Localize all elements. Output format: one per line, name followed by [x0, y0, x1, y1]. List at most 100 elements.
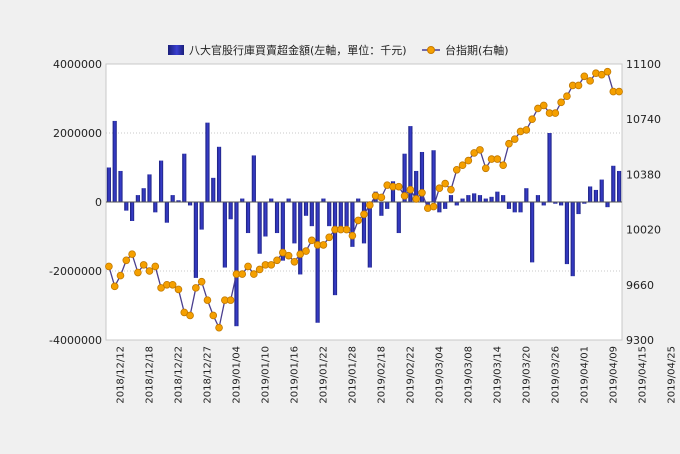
line-point	[116, 271, 125, 280]
line-point	[203, 296, 212, 304]
line-point	[273, 256, 281, 265]
line-point	[209, 311, 218, 320]
right-tick-label: 10740	[626, 113, 661, 126]
line-point	[522, 126, 531, 134]
line-point	[476, 146, 484, 154]
bar	[170, 195, 175, 202]
line-point	[400, 192, 409, 200]
bar	[158, 160, 164, 202]
line-point	[505, 139, 513, 148]
x-tick-label: 2019/03/26	[550, 346, 561, 404]
line-point	[105, 262, 113, 271]
line-point	[470, 149, 478, 157]
bar	[274, 202, 280, 234]
line-point	[447, 185, 455, 194]
x-tick-label: 2019/03/14	[492, 346, 503, 404]
bar	[559, 202, 564, 206]
bar	[501, 195, 506, 202]
x-tick-label: 2019/01/04	[231, 346, 242, 404]
line-point	[244, 262, 252, 271]
bar	[460, 198, 465, 202]
bar	[263, 202, 268, 237]
bar	[344, 202, 349, 227]
line-point	[493, 155, 502, 163]
bar	[367, 202, 372, 268]
line-point	[279, 248, 287, 257]
x-tick-label: 2019/04/09	[608, 346, 619, 404]
bar	[286, 198, 291, 202]
bar	[164, 202, 169, 223]
bar	[187, 202, 193, 206]
legend-bar-swatch	[168, 45, 184, 55]
bar	[112, 120, 117, 202]
line-point	[464, 156, 473, 165]
bar	[553, 202, 558, 204]
line-point	[539, 101, 548, 110]
bar	[541, 202, 546, 206]
bar	[564, 202, 570, 265]
bar	[599, 179, 604, 202]
bar	[437, 202, 442, 213]
bar	[147, 174, 152, 202]
line-point	[174, 285, 183, 294]
x-tick-label: 2019/04/01	[579, 346, 590, 404]
x-tick-label: 2019/02/22	[405, 346, 416, 404]
line-point	[215, 323, 223, 332]
line-point	[510, 135, 519, 143]
bar	[588, 186, 593, 202]
line-point	[139, 261, 148, 269]
line-point	[452, 166, 461, 174]
bar-series	[106, 120, 622, 327]
x-tick-label: 2018/12/27	[202, 346, 213, 404]
bar	[176, 200, 181, 202]
line-point	[406, 185, 415, 194]
bar	[298, 202, 303, 275]
bar	[338, 202, 343, 230]
bar	[356, 198, 361, 202]
bar	[361, 202, 367, 244]
bar	[245, 202, 251, 234]
x-tick-label: 2018/12/18	[144, 346, 155, 404]
x-tick-label: 2019/02/18	[376, 346, 387, 404]
line-point	[441, 179, 449, 188]
line-point	[534, 104, 542, 113]
line-point	[574, 81, 583, 90]
right-tick-label: 11100	[626, 58, 661, 71]
x-tick-label: 2018/12/22	[173, 346, 184, 404]
bar	[483, 198, 488, 202]
bar	[193, 202, 198, 278]
bar	[309, 202, 314, 227]
line-point	[192, 284, 200, 292]
line-point	[145, 267, 154, 275]
line-point	[267, 261, 276, 269]
bar	[222, 202, 227, 268]
line-point	[394, 182, 403, 191]
line-point	[197, 277, 206, 286]
right-tick-label: 10380	[626, 168, 661, 181]
line-point	[134, 268, 142, 277]
bar	[332, 202, 338, 296]
line-point	[250, 270, 258, 278]
left-tick-label: 0	[95, 196, 102, 209]
bar	[240, 198, 245, 202]
line-point	[255, 265, 264, 274]
bar	[547, 133, 552, 202]
bar	[385, 202, 390, 209]
x-tick-label: 2019/01/28	[347, 346, 358, 404]
bar	[472, 193, 477, 202]
line-point	[481, 164, 490, 173]
line-point	[342, 225, 351, 234]
line-point	[360, 210, 368, 219]
bar	[379, 202, 384, 216]
line-point	[597, 70, 606, 79]
x-tick-label: 2019/03/08	[463, 346, 474, 404]
left-axis-ticks: -4000000 -2000000 0 2000000 4000000	[49, 58, 102, 347]
bar	[535, 195, 541, 202]
bar	[530, 202, 535, 263]
bar	[327, 202, 332, 227]
line-point	[557, 98, 565, 107]
line-series	[105, 67, 623, 332]
legend-line-marker	[427, 46, 435, 54]
bar	[106, 167, 111, 202]
